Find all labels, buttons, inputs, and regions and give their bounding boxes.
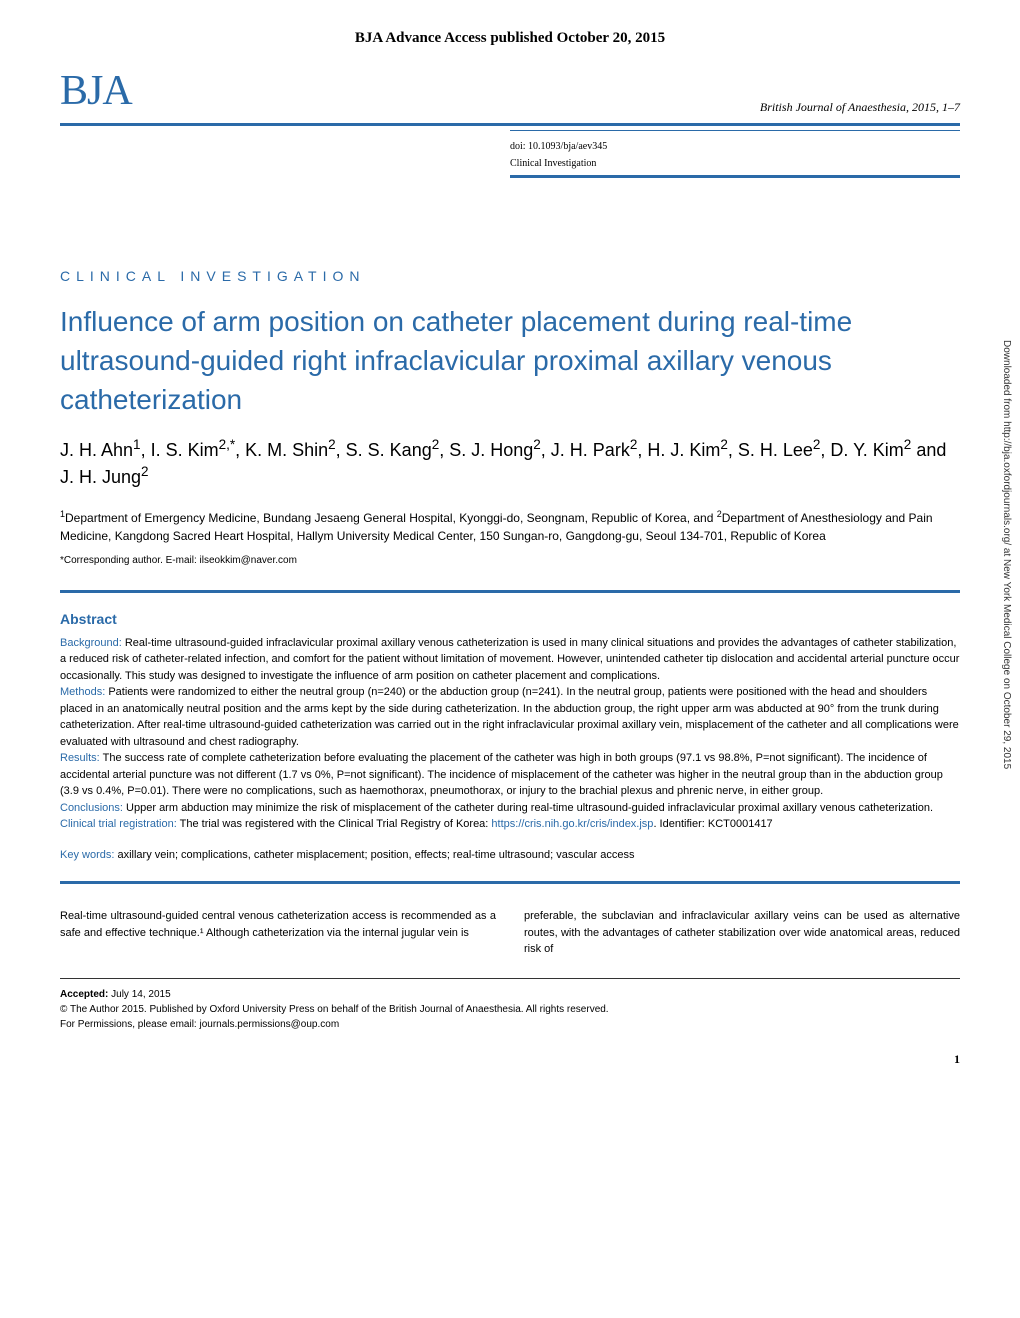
body-col-right: preferable, the subclavian and infraclav…	[524, 908, 960, 958]
permissions-text: For Permissions, please email: journals.…	[60, 1017, 960, 1032]
author-list: J. H. Ahn1, I. S. Kim2,*, K. M. Shin2, S…	[60, 436, 960, 490]
background-label: Background:	[60, 637, 122, 649]
accepted-date: July 14, 2015	[111, 989, 171, 1000]
copyright-text: © The Author 2015. Published by Oxford U…	[60, 1002, 960, 1017]
doi-text: doi: 10.1093/bja/aev345	[510, 137, 960, 152]
corresponding-author: *Corresponding author. E-mail: ilseokkim…	[60, 555, 960, 566]
keywords-row: Key words: axillary vein; complications,…	[60, 847, 960, 864]
abstract-body: Background: Real-time ultrasound-guided …	[60, 635, 960, 864]
journal-citation: British Journal of Anaesthesia, 2015, 1–…	[760, 100, 960, 115]
conclusions-text: Upper arm abduction may minimize the ris…	[126, 802, 933, 814]
registration-url[interactable]: https://cris.nih.go.kr/cris/index.jsp	[491, 818, 653, 830]
keywords-text: axillary vein; complications, catheter m…	[117, 849, 634, 861]
registration-text: The trial was registered with the Clinic…	[180, 818, 492, 830]
methods-label: Methods:	[60, 686, 105, 698]
advance-access-banner: BJA Advance Access published October 20,…	[60, 30, 960, 47]
footer: Accepted: July 14, 2015 © The Author 201…	[60, 978, 960, 1032]
conclusions-label: Conclusions:	[60, 802, 123, 814]
doc-type: Clinical Investigation	[510, 154, 960, 169]
download-watermark: Downloaded from http://bja.oxfordjournal…	[1001, 340, 1012, 769]
page-number: 1	[60, 1052, 960, 1067]
body-col-left: Real-time ultrasound-guided central veno…	[60, 908, 496, 958]
header-row: BJA British Journal of Anaesthesia, 2015…	[60, 67, 960, 126]
accepted-label: Accepted:	[60, 989, 108, 1000]
abstract-heading: Abstract	[60, 611, 960, 627]
body-columns: Real-time ultrasound-guided central veno…	[60, 908, 960, 958]
article-title: Influence of arm position on catheter pl…	[60, 302, 960, 420]
results-label: Results:	[60, 752, 100, 764]
methods-text: Patients were randomized to either the n…	[60, 686, 959, 748]
abstract-block: Abstract Background: Real-time ultrasoun…	[60, 590, 960, 885]
registration-label: Clinical trial registration:	[60, 818, 177, 830]
results-text: The success rate of complete catheteriza…	[60, 752, 943, 797]
journal-logo: BJA	[60, 67, 132, 115]
keywords-label: Key words:	[60, 849, 114, 861]
affiliations: 1Department of Emergency Medicine, Bunda…	[60, 508, 960, 545]
section-label: CLINICAL INVESTIGATION	[60, 268, 960, 284]
doi-block: doi: 10.1093/bja/aev345 Clinical Investi…	[510, 130, 960, 178]
background-text: Real-time ultrasound-guided infraclavicu…	[60, 637, 959, 682]
registration-id: . Identifier: KCT0001417	[653, 818, 772, 830]
